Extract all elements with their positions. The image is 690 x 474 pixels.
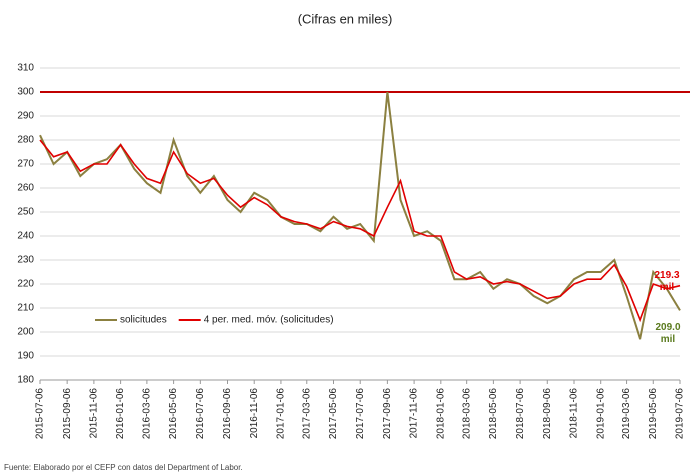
x-tick-label: 2018-03-06 xyxy=(461,388,472,440)
legend-label: 4 per. med. móv. (solicitudes) xyxy=(204,315,334,326)
annotation-unit: mil xyxy=(661,334,676,345)
legend-label: solicitudes xyxy=(120,315,167,326)
y-tick-label: 200 xyxy=(17,327,34,338)
x-tick-label: 2019-01-06 xyxy=(595,388,606,440)
y-tick-label: 190 xyxy=(17,351,34,362)
y-tick-label: 210 xyxy=(17,303,34,314)
x-tick-label: 2018-07-06 xyxy=(515,388,526,440)
x-tick-label: 2017-03-06 xyxy=(301,388,312,440)
x-tick-label: 2019-05-06 xyxy=(648,388,659,440)
y-tick-label: 220 xyxy=(17,279,34,290)
y-tick-label: 260 xyxy=(17,183,34,194)
y-tick-label: 290 xyxy=(17,111,34,122)
x-tick-label: 2016-01-06 xyxy=(115,388,126,440)
y-tick-label: 240 xyxy=(17,231,34,242)
x-tick-label: 2019-07-06 xyxy=(675,388,686,440)
x-tick-label: 2018-11-06 xyxy=(569,388,580,439)
x-tick-label: 2015-07-06 xyxy=(35,388,46,440)
annotation-value: 219.3 xyxy=(654,270,679,281)
annotation-value: 209.0 xyxy=(655,322,680,333)
y-tick-label: 250 xyxy=(17,207,34,218)
x-tick-label: 2017-11-06 xyxy=(409,388,420,439)
x-tick-label: 2016-07-06 xyxy=(195,388,206,440)
x-tick-label: 2016-11-06 xyxy=(249,388,260,439)
y-tick-label: 310 xyxy=(17,63,34,74)
x-tick-label: 2015-09-06 xyxy=(62,388,73,440)
x-tick-label: 2019-03-06 xyxy=(621,388,632,440)
annotation-unit: mil xyxy=(660,282,675,293)
x-tick-label: 2017-09-06 xyxy=(382,388,393,440)
y-tick-label: 270 xyxy=(17,159,34,170)
x-tick-label: 2017-07-06 xyxy=(355,388,366,440)
y-tick-label: 230 xyxy=(17,255,34,266)
series-line xyxy=(39,139,681,323)
x-tick-label: 2016-03-06 xyxy=(142,388,153,440)
x-tick-label: 2016-05-06 xyxy=(168,388,179,440)
x-tick-label: 2018-05-06 xyxy=(488,388,499,440)
y-tick-label: 280 xyxy=(17,135,34,146)
chart-title: (Cifras en miles) xyxy=(298,11,393,26)
x-tick-label: 2018-09-06 xyxy=(542,388,553,440)
x-tick-label: 2015-11-06 xyxy=(89,388,100,439)
x-tick-label: 2017-05-06 xyxy=(328,388,339,440)
source: Fuente: Elaborado por el CEFP con datos … xyxy=(4,463,243,472)
y-tick-label: 180 xyxy=(17,375,34,386)
x-tick-label: 2016-09-06 xyxy=(222,388,233,440)
y-tick-label: 300 xyxy=(17,87,34,98)
x-tick-label: 2018-01-06 xyxy=(435,388,446,440)
series-line xyxy=(39,91,681,340)
x-tick-label: 2017-01-06 xyxy=(276,388,287,440)
